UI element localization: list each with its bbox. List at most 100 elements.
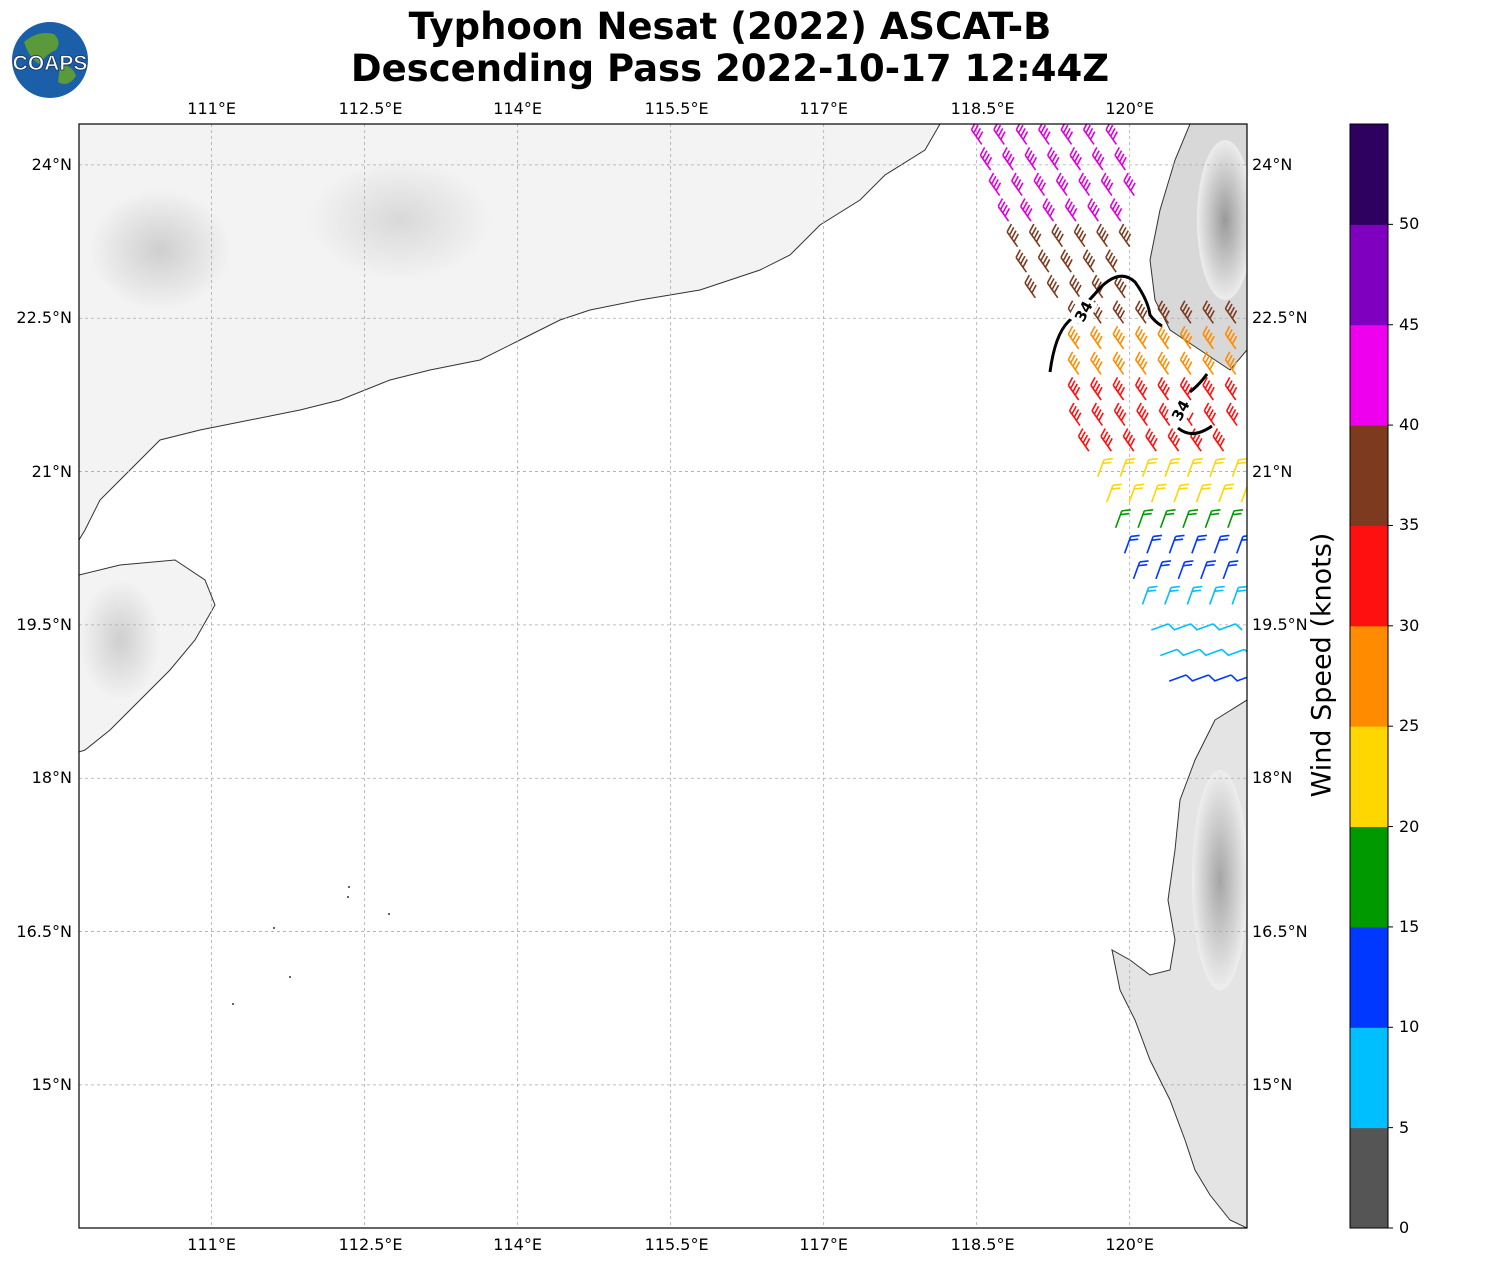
coaps-logo: COAPS bbox=[12, 22, 88, 98]
lat-tick-label-right: 22.5°N bbox=[1252, 308, 1308, 328]
wind-barb bbox=[1077, 428, 1091, 452]
lon-tick-label-bottom: 117°E bbox=[799, 1235, 848, 1254]
wind-barb bbox=[1132, 560, 1149, 580]
wind-barb bbox=[1224, 377, 1238, 401]
colorbar-segment bbox=[1350, 1027, 1388, 1129]
wind-barb bbox=[1118, 223, 1132, 248]
mainland-land bbox=[79, 124, 941, 541]
lat-tick-label-left: 15°N bbox=[31, 1074, 72, 1094]
wind-barb bbox=[1134, 300, 1148, 324]
wind-barb bbox=[1069, 274, 1082, 299]
lat-tick-label-left: 18°N bbox=[31, 768, 72, 788]
wind-barb bbox=[1087, 198, 1100, 222]
wind-barb bbox=[1224, 325, 1238, 350]
wind-barb bbox=[1151, 623, 1176, 631]
wind-barb bbox=[1123, 534, 1140, 554]
lat-tick-label-left: 21°N bbox=[31, 461, 72, 481]
wind-barbs bbox=[970, 124, 1247, 682]
wind-barb bbox=[1227, 648, 1247, 657]
wind-barb bbox=[1042, 198, 1055, 222]
lon-tick-label-bottom: 114°E bbox=[493, 1235, 542, 1254]
wind-barb bbox=[1157, 325, 1170, 350]
wind-barb bbox=[1134, 351, 1148, 375]
wind-barb bbox=[1155, 560, 1172, 580]
colorbar-tick-label: 45 bbox=[1399, 314, 1420, 334]
colorbar-tick-label: 15 bbox=[1399, 916, 1420, 936]
wind-barb bbox=[1046, 274, 1060, 299]
colorbar-tick-label: 35 bbox=[1399, 515, 1420, 535]
wind-barb bbox=[1168, 674, 1194, 682]
gridlines bbox=[79, 124, 1247, 1228]
wind-barb bbox=[1015, 124, 1029, 145]
lon-tick-label-top: 120°E bbox=[1105, 99, 1155, 118]
wind-barb bbox=[1157, 351, 1170, 375]
lon-tick-label-top: 118.5°E bbox=[950, 99, 1015, 118]
wind-barb bbox=[1078, 172, 1091, 197]
wind-barb bbox=[1179, 325, 1193, 350]
wind-barb bbox=[1150, 483, 1167, 503]
colorbar-tick-label: 30 bbox=[1399, 615, 1420, 635]
wind-barb bbox=[1212, 428, 1226, 452]
wind-barb bbox=[1236, 534, 1247, 554]
lon-tick-label-top: 111°E bbox=[187, 99, 236, 118]
wind-barb bbox=[1073, 223, 1087, 248]
wind-barb bbox=[1123, 172, 1136, 197]
wind-barb bbox=[1082, 124, 1096, 145]
wind-barb bbox=[1209, 585, 1225, 605]
wind-barb bbox=[1114, 274, 1127, 299]
wind-barb bbox=[1037, 249, 1051, 273]
wind-barb bbox=[1179, 300, 1193, 324]
colorbar bbox=[1349, 123, 1393, 1229]
colorbar-segment bbox=[1350, 425, 1388, 526]
wind-barb bbox=[1168, 534, 1185, 554]
wind-barb bbox=[1114, 147, 1127, 171]
wind-barb bbox=[1224, 351, 1238, 375]
wind-barb bbox=[1100, 172, 1114, 197]
wind-barb bbox=[1191, 534, 1208, 554]
wind-barb bbox=[1112, 300, 1126, 324]
wind-barb bbox=[1218, 623, 1243, 631]
wind-barb bbox=[1128, 483, 1145, 503]
wind-barb bbox=[1202, 325, 1215, 350]
wind-barb bbox=[1055, 172, 1069, 197]
wind-barb bbox=[1191, 674, 1216, 682]
lat-tick-label-right: 19.5°N bbox=[1252, 614, 1308, 634]
wind-barb bbox=[988, 172, 1002, 197]
lon-tick-label-top: 114°E bbox=[493, 99, 542, 118]
wind-barb bbox=[1047, 147, 1060, 171]
wind-barb bbox=[1157, 300, 1170, 324]
wind-barb bbox=[1011, 172, 1024, 197]
wind-barb bbox=[1090, 325, 1103, 350]
wind-barb bbox=[1105, 483, 1122, 503]
wind-barb bbox=[1173, 483, 1190, 503]
wind-barb bbox=[1109, 198, 1123, 222]
wind-barb bbox=[1203, 402, 1217, 427]
wind-barb bbox=[1231, 585, 1247, 605]
wind-barb bbox=[1069, 147, 1082, 171]
wind-barb bbox=[1231, 457, 1247, 477]
wind-barb bbox=[1060, 124, 1074, 145]
wind-barb bbox=[1122, 428, 1136, 452]
wind-barb bbox=[1006, 223, 1020, 248]
wind-barb bbox=[1160, 648, 1185, 657]
colorbar-segment bbox=[1350, 926, 1388, 1028]
wind-barb bbox=[1112, 377, 1126, 401]
wind-barb bbox=[1173, 623, 1198, 631]
chart-title-line1: Typhoon Nesat (2022) ASCAT-B bbox=[408, 5, 1052, 48]
wind-barb bbox=[1002, 147, 1015, 171]
wind-barb bbox=[1195, 623, 1221, 631]
colorbar-label: Wind Speed (knots) bbox=[1306, 532, 1338, 798]
lat-tick-label-left: 24°N bbox=[31, 154, 72, 174]
wind-barb bbox=[1182, 509, 1199, 529]
wind-barb bbox=[1112, 325, 1126, 350]
wind-barb bbox=[1202, 351, 1215, 375]
wind-barb bbox=[1164, 457, 1181, 477]
wind-barb bbox=[993, 124, 1006, 145]
wind-barb bbox=[1134, 377, 1148, 401]
wind-barb bbox=[1213, 534, 1230, 554]
lon-tick-label-top: 117°E bbox=[799, 99, 848, 118]
colorbar-segment bbox=[1350, 1127, 1388, 1229]
lat-tick-label-left: 19.5°N bbox=[16, 614, 72, 634]
wind-barb bbox=[1209, 457, 1226, 477]
